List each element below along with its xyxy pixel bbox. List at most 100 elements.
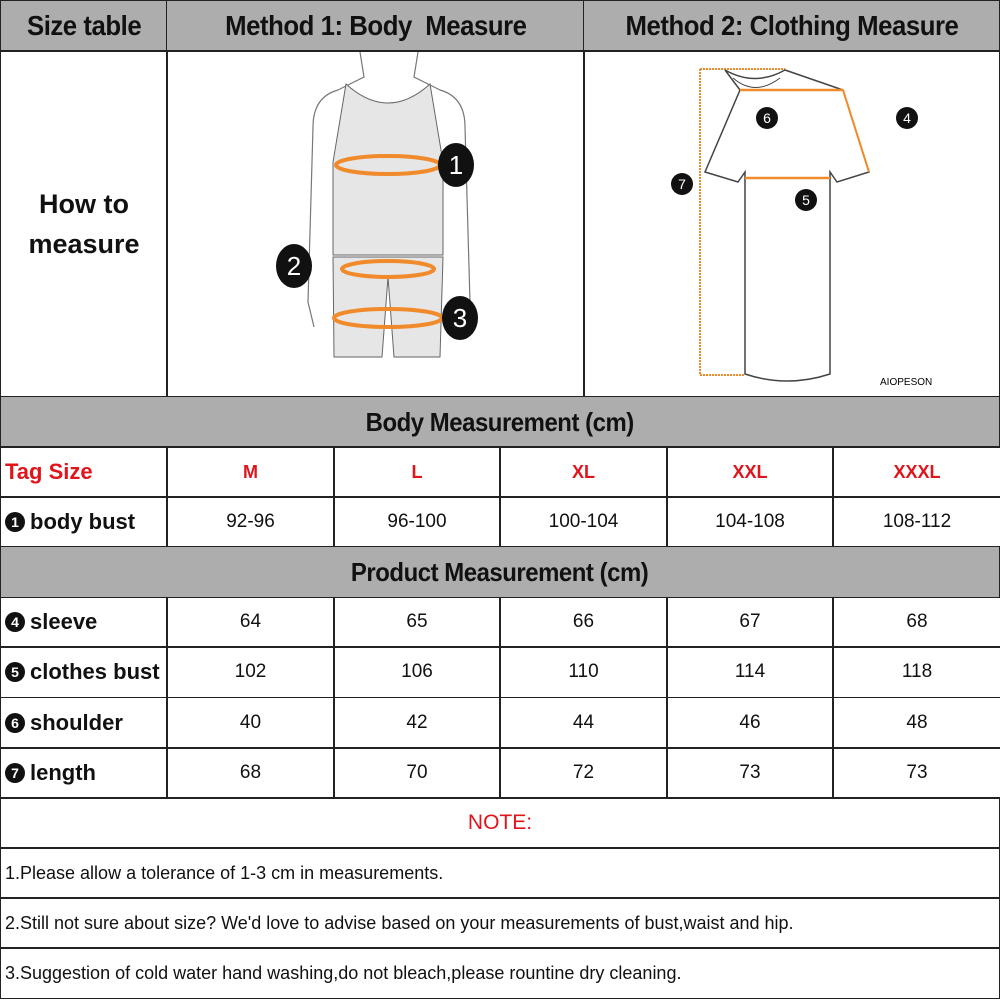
value-cell: 110 [499,646,668,699]
cell-text: L [411,461,423,482]
cell-text: 102 [234,661,267,683]
size-table-header: Size table [0,0,168,52]
value-cell: 67 [666,596,834,648]
value-cell: 106 [333,646,501,699]
product-measurement-bar: Product Measurement (cm) [0,546,1000,598]
value-cell: 68 [166,746,335,799]
svg-text:2: 2 [286,251,300,281]
value-cell: 73 [666,746,834,799]
size-cell: XXXL [832,446,1000,498]
size-cell: XXL [666,446,834,498]
tshirt-illustration: 4 5 6 7 AIOPESON [670,67,932,388]
cell-text: 92-96 [226,511,275,532]
cell-text: 44 [572,711,595,733]
method1-header: Method 1: Body Measure [166,0,585,52]
cell-text: 110 [568,661,599,683]
note-text: 3.Suggestion of cold water hand washing,… [5,962,682,983]
method2-header: Method 2: Clothing Measure [583,0,1000,52]
row-label-text: clothes bust [30,659,160,685]
note-title-text: NOTE: [467,811,533,834]
marker-2-icon: 2 [275,243,312,288]
cell-text: 67 [739,611,761,632]
brand-logo: AIOPESON [880,377,932,388]
marker-5-icon: 5 [794,188,817,211]
value-cell: 96-100 [333,496,501,548]
cell-text: 70 [406,761,428,783]
value-cell: 118 [832,646,1000,699]
cell-text: 100-104 [548,511,619,532]
note-item: 1.Please allow a tolerance of 1-3 cm in … [0,847,1000,899]
svg-text:5: 5 [802,192,810,208]
row-label-text: length [30,759,96,785]
size-cell: XL [499,446,668,498]
row-label-text: sleeve [30,609,98,634]
value-cell: 114 [666,646,834,699]
cell-text: 65 [406,611,428,632]
body-measurement-title: Body Measurement (cm) [365,406,635,437]
value-cell: 100-104 [499,496,668,548]
product-measurement-title: Product Measurement (cm) [351,556,649,587]
cell-text: 48 [906,711,928,733]
value-cell: 70 [333,746,501,799]
cell-text: 96-100 [387,511,447,532]
note-text: 2.Still not sure about size? We'd love t… [5,912,794,933]
cell-text: 72 [572,761,595,783]
value-cell: 48 [832,696,1000,749]
note-text: 1.Please allow a tolerance of 1-3 cm in … [5,862,444,883]
marker-7-icon: 7 [670,172,693,195]
number-badge-icon: 5 [5,662,25,683]
size-cell: M [166,446,335,498]
row-label: 7 length [0,746,168,799]
method1-label: Method 1: Body Measure [224,10,527,41]
cell-text: 114 [734,661,766,683]
cell-text: 73 [906,761,928,783]
body-measurement-bar: Body Measurement (cm) [0,396,1000,448]
marker-6-icon: 6 [755,106,778,129]
cell-text: 40 [239,711,262,733]
how-to-line1: How to [39,188,129,219]
cell-text: XL [571,461,595,482]
body-measure-figure: 1 2 3 [166,50,585,397]
number-badge-icon: 1 [5,512,25,532]
cell-text: 118 [901,661,933,683]
cell-text: 108-112 [882,511,952,532]
value-cell: 72 [499,746,668,799]
row-label: 6 shoulder [0,696,168,749]
marker-3-icon: 3 [441,295,478,340]
value-cell: 40 [166,696,335,749]
value-cell: 102 [166,646,335,699]
number-badge-icon: 7 [5,762,25,783]
svg-text:3: 3 [452,303,466,333]
row-label-text: Tag Size [5,459,93,484]
svg-text:6: 6 [763,110,771,126]
method2-label: Method 2: Clothing Measure [625,10,958,41]
value-cell: 65 [333,596,501,648]
row-label: 4 sleeve [0,596,168,648]
size-table-label: Size table [26,10,142,41]
row-label: 1 body bust [0,496,168,548]
value-cell: 92-96 [166,496,335,548]
cell-text: XXXL [893,461,941,482]
cell-text: XXL [732,461,768,482]
cell-text: 42 [406,711,428,733]
value-cell: 46 [666,696,834,749]
number-badge-icon: 6 [5,712,25,733]
value-cell: 73 [832,746,1000,799]
note-title: NOTE: [0,797,1000,849]
cell-text: 106 [401,661,433,683]
clothing-measure-figure: 4 5 6 7 AIOPESON [583,50,1000,397]
row-label-text: shoulder [30,709,123,735]
cell-text: 68 [906,611,928,632]
value-cell: 66 [499,596,668,648]
cell-text: 73 [739,761,761,783]
svg-text:7: 7 [678,176,686,192]
value-cell: 108-112 [832,496,1000,548]
number-badge-icon: 4 [5,612,25,632]
cell-text: 68 [239,761,262,783]
value-cell: 44 [499,696,668,749]
value-cell: 64 [166,596,335,648]
svg-text:1: 1 [448,150,462,180]
row-label: 5 clothes bust [0,646,168,699]
cell-text: 104-108 [715,511,785,532]
size-cell: L [333,446,501,498]
